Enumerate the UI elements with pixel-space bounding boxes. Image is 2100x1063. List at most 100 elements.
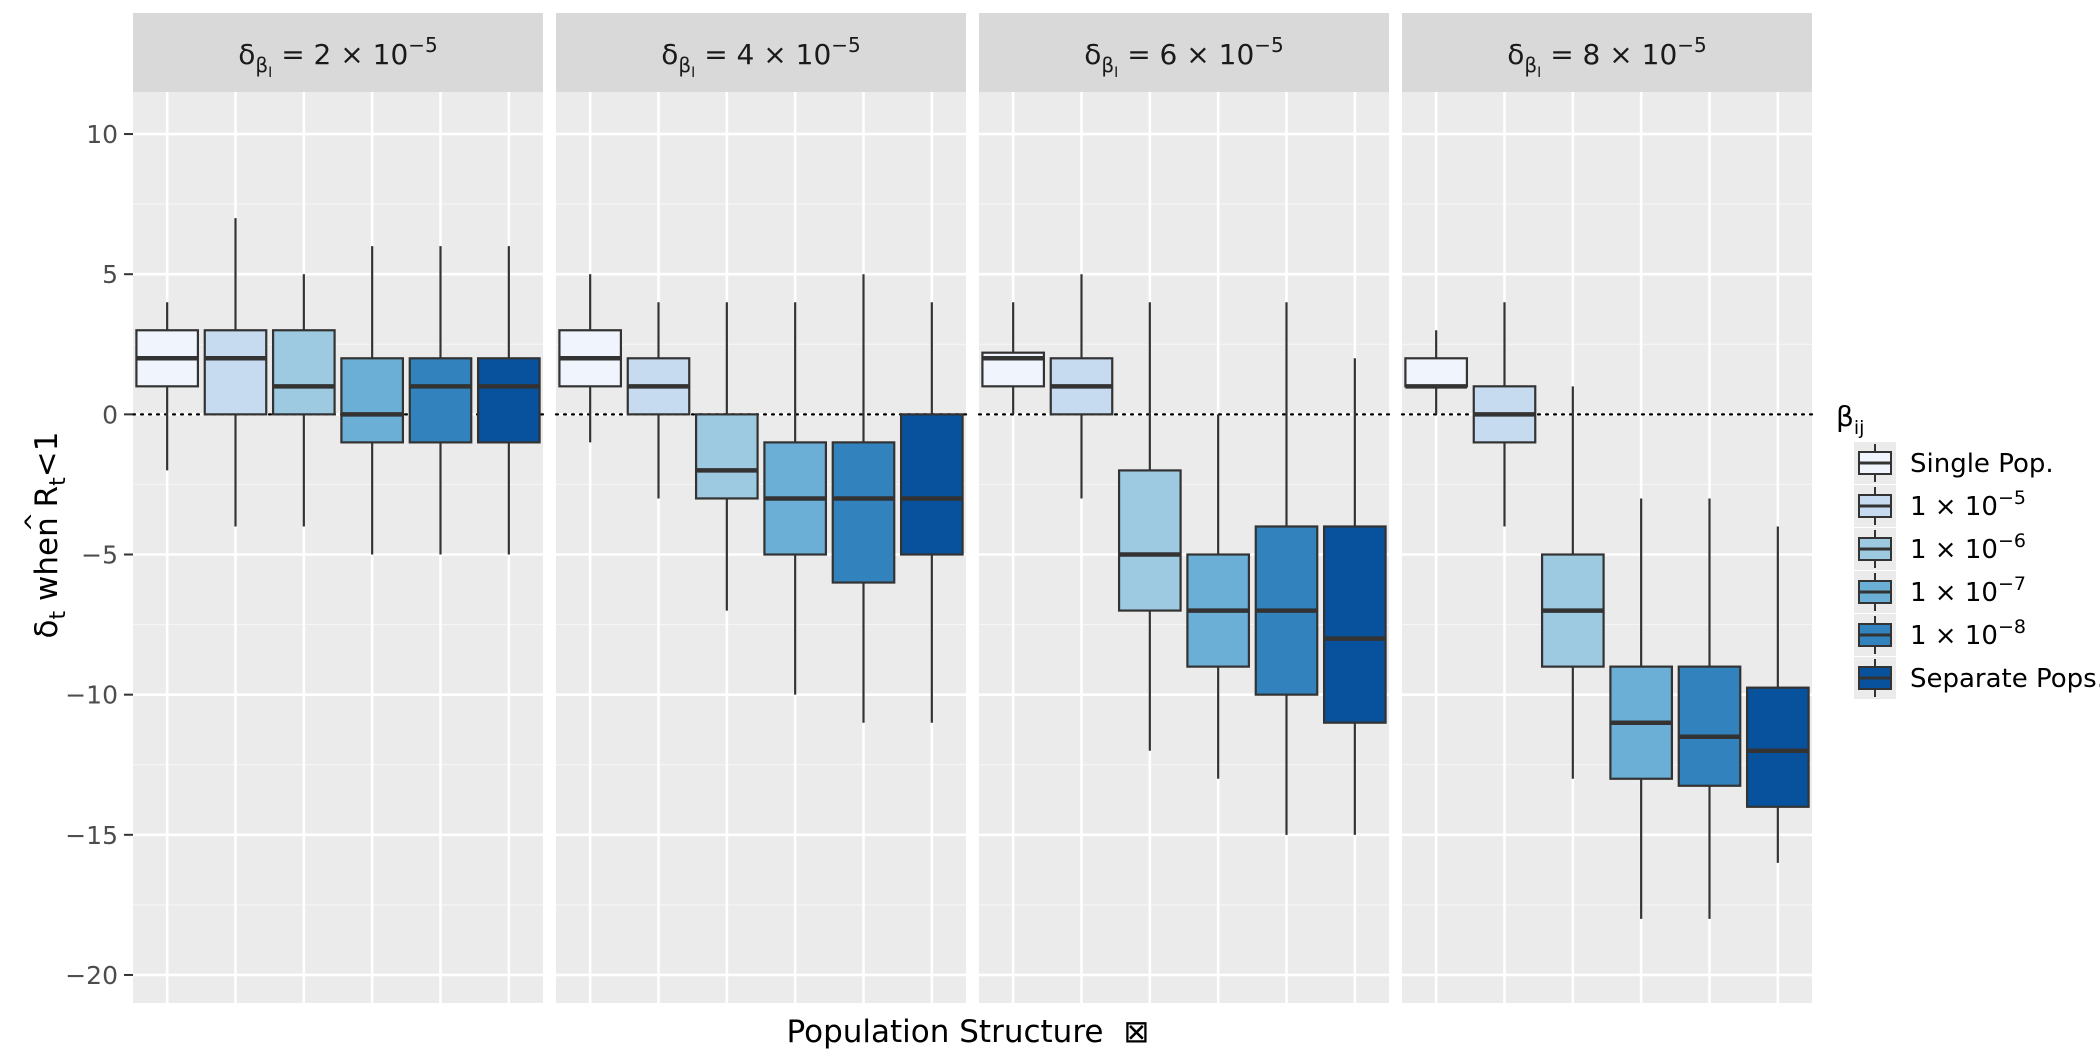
y-title-prefix: δ (29, 620, 65, 639)
box-body (831, 441, 896, 584)
panel-3: δβI = 6 × 10−5 (977, 13, 1391, 1003)
box (1186, 414, 1251, 779)
strip-subsub: I (268, 65, 272, 81)
box-body (1677, 665, 1742, 787)
box (558, 274, 623, 443)
y-tick-label: −20 (65, 961, 118, 990)
box (203, 218, 268, 527)
box (1254, 302, 1319, 835)
box-body (1322, 525, 1387, 724)
y-tick-label: −5 (81, 541, 118, 570)
box-body (203, 329, 268, 416)
box-body (1117, 469, 1182, 612)
y-title-middle: when (29, 507, 65, 610)
panel-strip-label: δβI = 6 × 10−5 (1084, 33, 1284, 81)
strip-eq: = 8 × 10 (1541, 38, 1677, 71)
strip-delta: δ (661, 38, 678, 71)
box (831, 274, 896, 723)
box (340, 246, 405, 555)
box-body (408, 357, 473, 444)
panel-background (556, 92, 966, 1003)
panel-1: δβI = 2 × 10−5 (131, 13, 545, 1003)
panel-background (1402, 92, 1812, 1003)
panel-4: δβI = 8 × 10−5 (1400, 13, 1814, 1003)
box (476, 246, 541, 555)
legend-label-base: 1 × 10 (1910, 578, 1998, 608)
box (1472, 302, 1537, 527)
y-tick-label: −15 (65, 821, 118, 850)
legend-label-exp: −6 (1998, 530, 2026, 552)
box (135, 302, 200, 471)
box-body (476, 357, 541, 444)
box (763, 302, 828, 695)
legend: βij Single Pop.1 × 10−51 × 10−61 × 10−71… (1836, 400, 2100, 699)
legend-label-base: 1 × 10 (1910, 535, 1998, 565)
y-axis-title: δt when Rt<1 (29, 432, 71, 639)
panel-2: δβI = 4 × 10−5 (554, 13, 968, 1003)
legend-title: βij (1836, 400, 1864, 439)
strip-eq: = 2 × 10 (272, 38, 408, 71)
box (1322, 358, 1387, 835)
panel-strip-label: δβI = 8 × 10−5 (1507, 33, 1707, 81)
box-body (694, 413, 759, 500)
legend-title-main: β (1836, 400, 1854, 433)
strip-exp: −5 (1254, 33, 1283, 57)
box (1609, 498, 1674, 919)
box (1049, 274, 1114, 499)
legend-label: Separate Pops. (1910, 664, 2100, 694)
y-tick-label: 10 (86, 120, 118, 149)
box (899, 302, 964, 723)
y-title-hat-mark: ^ (20, 512, 48, 532)
strip-exp: −5 (408, 33, 437, 57)
legend-label-base: 1 × 10 (1910, 621, 1998, 651)
box (1745, 526, 1810, 863)
panel-background (133, 92, 543, 1003)
box-body (1404, 357, 1469, 388)
box (981, 302, 1046, 415)
strip-delta: δ (1084, 38, 1101, 71)
panels: δβI = 2 × 10−5 δβI = 4 × 10−5 δβI = 6 × 10… (131, 13, 1814, 1003)
y-axis: 10 5 0 −5 −10 −15 −20 (65, 120, 133, 990)
legend-label: 1 × 10−8 (1910, 616, 2026, 651)
legend-item: 1 × 10−8 (1854, 614, 2026, 656)
box-body (1745, 686, 1810, 808)
legend-item: Single Pop. (1854, 442, 2054, 484)
panel-strip (1402, 13, 1812, 92)
y-title-suffix: <1 (29, 432, 65, 478)
legend-label-exp: −5 (1998, 487, 2026, 509)
y-tick-label: 5 (102, 260, 118, 289)
panel-background (979, 92, 1389, 1003)
strip-sub: β (255, 53, 268, 77)
strip-subsub: I (691, 65, 695, 81)
box (626, 302, 691, 499)
box (408, 246, 473, 555)
strip-exp: −5 (831, 33, 860, 57)
box-body (271, 329, 336, 416)
box-body (899, 413, 964, 556)
y-title-sub: t (46, 611, 71, 620)
legend-label-exp: −7 (1998, 573, 2026, 595)
strip-delta: δ (1507, 38, 1524, 71)
box (271, 274, 336, 527)
x-title-glyph: ⊠ (1123, 1014, 1149, 1050)
strip-exp: −5 (1677, 33, 1706, 57)
box (1404, 330, 1469, 415)
box (694, 302, 759, 611)
legend-label: 1 × 10−5 (1910, 487, 2026, 522)
legend-label: Single Pop. (1910, 449, 2054, 479)
box (1540, 386, 1605, 779)
legend-label-base: 1 × 10 (1910, 492, 1998, 522)
strip-subsub: I (1537, 65, 1541, 81)
legend-label: 1 × 10−7 (1910, 573, 2026, 608)
legend-item: 1 × 10−6 (1854, 528, 2026, 570)
legend-item: 1 × 10−7 (1854, 571, 2026, 613)
box (1677, 498, 1742, 919)
panel-strip-label: δβI = 2 × 10−5 (238, 33, 438, 81)
strip-delta: δ (238, 38, 255, 71)
x-title-text: Population Structure (787, 1014, 1104, 1050)
y-tick-label: −10 (65, 681, 118, 710)
strip-sub: β (1524, 53, 1537, 77)
box (1117, 302, 1182, 751)
legend-item: Separate Pops. (1854, 657, 2100, 699)
